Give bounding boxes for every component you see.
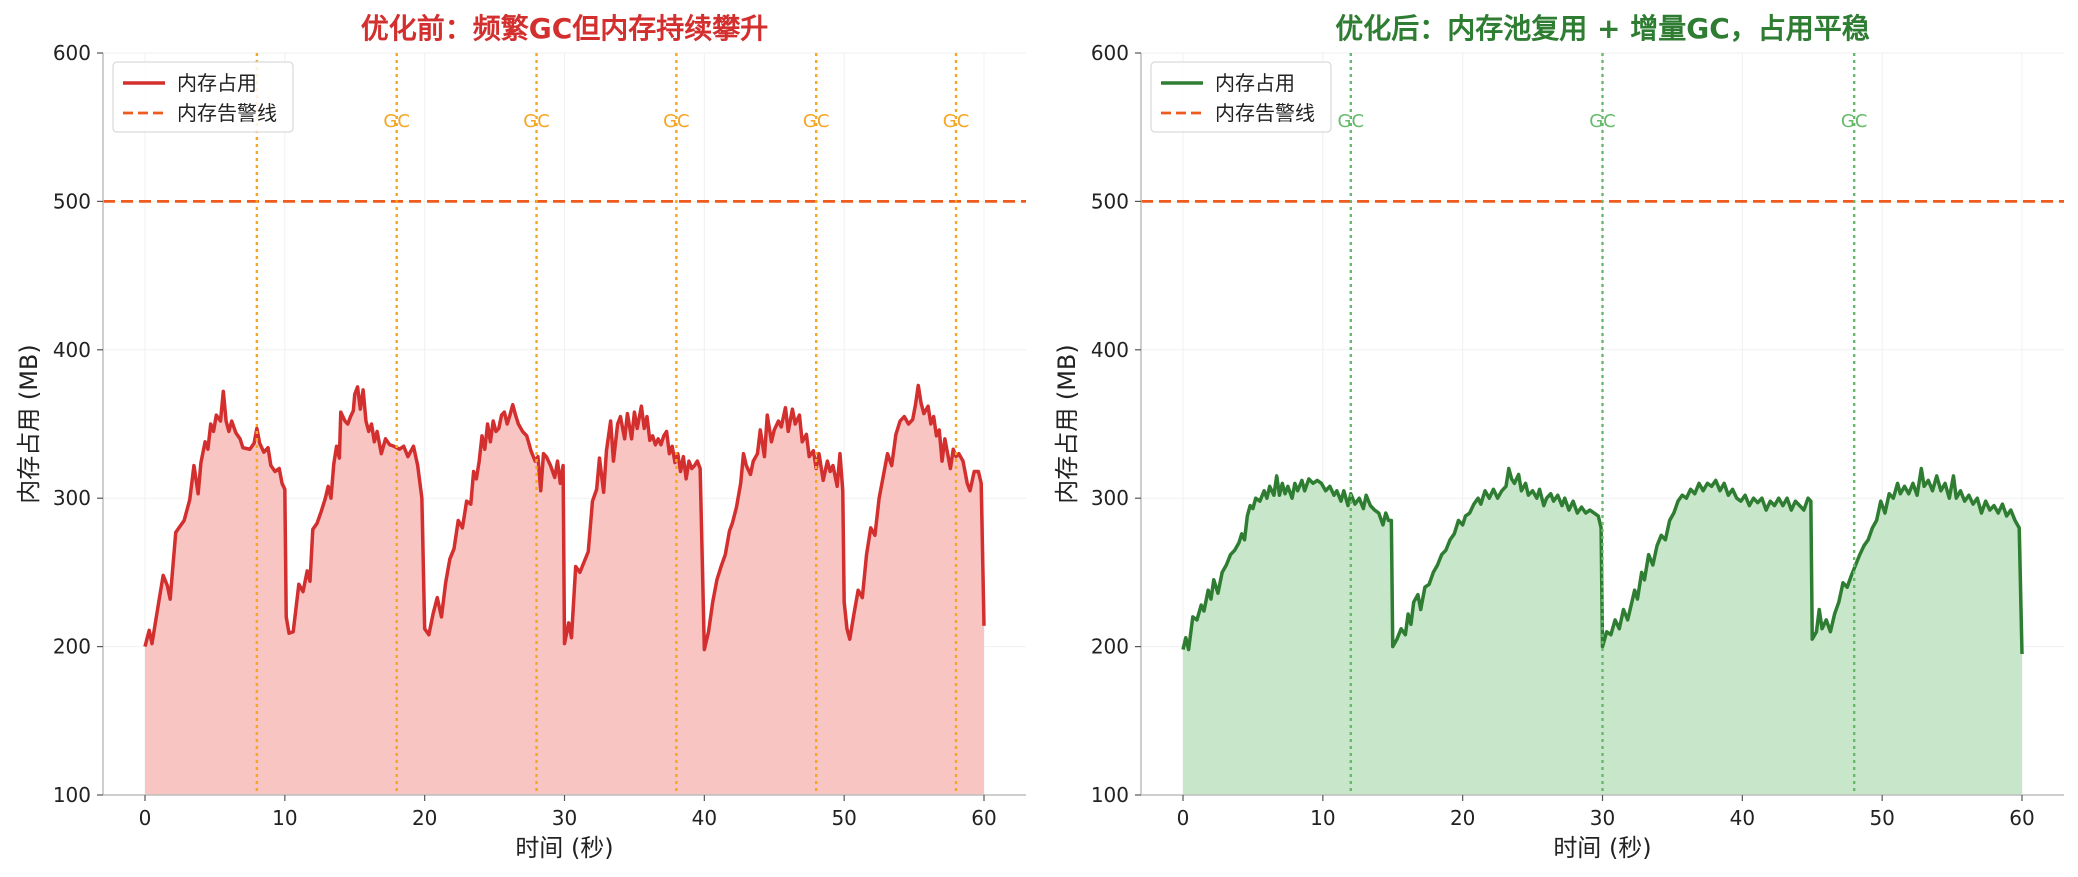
chart-title: 优化后：内存池复用 + 增量GC，占用平稳 <box>1335 12 1870 45</box>
gc-label: GC <box>1338 111 1365 132</box>
legend-label-warning: 内存告警线 <box>177 101 277 125</box>
x-tick-label: 0 <box>1177 806 1190 830</box>
y-tick-label: 300 <box>1091 486 1129 510</box>
gc-label: GC <box>383 111 410 132</box>
y-tick-label: 400 <box>53 338 91 362</box>
series-area <box>1183 468 2022 795</box>
x-axis-label: 时间 (秒) <box>515 834 613 862</box>
gc-label: GC <box>943 111 970 132</box>
y-tick-label: 500 <box>1091 189 1129 213</box>
gc-label: GC <box>523 111 550 132</box>
legend-box <box>1150 61 1332 133</box>
gc-label: GC <box>803 111 830 132</box>
x-tick-label: 50 <box>831 806 856 830</box>
x-tick-label: 30 <box>1590 806 1615 830</box>
legend-label-warning: 内存告警线 <box>1215 101 1315 125</box>
x-tick-label: 0 <box>139 806 152 830</box>
y-tick-label: 300 <box>53 486 91 510</box>
x-tick-label: 40 <box>1730 806 1755 830</box>
y-tick-label: 400 <box>1091 338 1129 362</box>
x-tick-label: 10 <box>1310 806 1335 830</box>
y-axis-label: 内存占用 (MB) <box>15 344 43 504</box>
y-tick-label: 200 <box>1091 635 1129 659</box>
y-axis-label: 内存占用 (MB) <box>1053 344 1081 504</box>
y-tick-label: 600 <box>1091 41 1129 65</box>
chart-title: 优化前：频繁GC但内存持续攀升 <box>361 12 769 45</box>
series-area <box>145 385 984 795</box>
gc-label: GC <box>1589 111 1616 132</box>
x-tick-label: 10 <box>272 806 297 830</box>
y-tick-label: 500 <box>53 189 91 213</box>
y-tick-label: 100 <box>53 783 91 807</box>
x-tick-label: 30 <box>552 806 577 830</box>
legend-label-series: 内存占用 <box>177 71 257 95</box>
y-tick-label: 200 <box>53 635 91 659</box>
series-line <box>1181 466 2024 655</box>
legend-box <box>112 61 294 133</box>
x-tick-label: 20 <box>412 806 437 830</box>
gc-label: GC <box>1841 111 1868 132</box>
legend-label-series: 内存占用 <box>1215 71 1295 95</box>
chart-panel-1: GC GC GC GC GC 0 10 20 30 40 50 60 100 200 300 400 500 60… <box>15 12 1026 862</box>
x-tick-label: 20 <box>1450 806 1475 830</box>
y-tick-label: 600 <box>53 41 91 65</box>
x-axis-label: 时间 (秒) <box>1553 834 1651 862</box>
chart-panel-2: GC GC GC 0 10 20 30 40 50 60 100 200 300 400 500 600 时间 … <box>1053 12 2064 862</box>
x-tick-label: 40 <box>692 806 717 830</box>
x-tick-label: 60 <box>971 806 996 830</box>
gc-label: GC <box>663 111 690 132</box>
y-tick-label: 100 <box>1091 783 1129 807</box>
x-tick-label: 50 <box>1869 806 1894 830</box>
series-line <box>143 383 986 652</box>
x-tick-label: 60 <box>2009 806 2034 830</box>
